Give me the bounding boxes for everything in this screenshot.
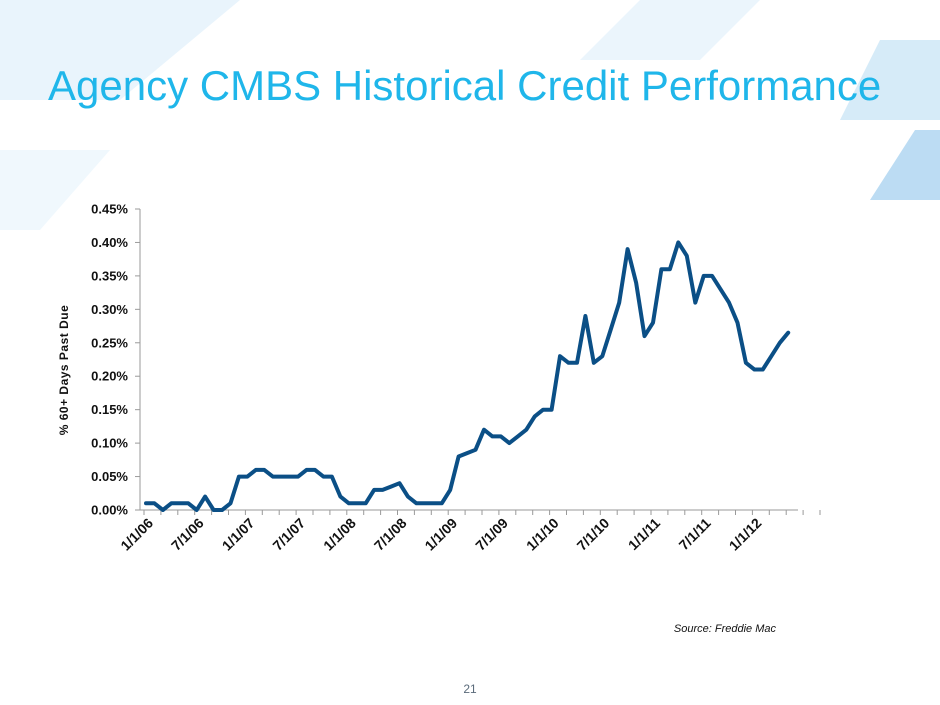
x-tick-label: 1/1/12 (726, 515, 765, 554)
x-tick-label: 7/1/11 (676, 515, 714, 553)
x-tick-label: 7/1/09 (472, 515, 511, 554)
x-tick-label: 1/1/09 (421, 515, 460, 554)
y-tick-label: 0.25% (91, 335, 128, 350)
y-tick-label: 0.05% (91, 469, 128, 484)
page-number: 21 (463, 682, 477, 696)
x-tick-label: 1/1/06 (117, 515, 156, 554)
y-tick-label: 0.00% (91, 503, 128, 518)
x-tick-label: 7/1/06 (168, 515, 207, 554)
series-group (144, 240, 791, 512)
y-tick-label: 0.10% (91, 436, 128, 451)
x-tick-label: 1/1/08 (320, 515, 359, 554)
right-stripe-light (840, 40, 940, 120)
slide-title: Agency CMBS Historical Credit Performanc… (48, 62, 882, 109)
x-tick-label: 7/1/07 (269, 515, 308, 554)
y-tick-label: 0.20% (91, 369, 128, 384)
series-line (144, 240, 791, 512)
x-tick-label: 1/1/10 (523, 515, 562, 554)
y-axis-label: % 60+ Days Past Due (57, 305, 71, 436)
y-tick-label: 0.45% (91, 202, 128, 217)
top-light-band (0, 0, 240, 100)
left-mid-band (0, 150, 110, 230)
y-axis: 0.00% 0.05% 0.10% 0.15% 0.20% 0.25% 0.30% 0.35%… (91, 202, 141, 518)
y-tick-label: 0.30% (91, 302, 128, 317)
top-right-band (580, 0, 760, 60)
y-tick-label: 0.15% (91, 402, 128, 417)
right-stripe-mid (870, 130, 940, 200)
source-note: Source: Freddie Mac (673, 623, 776, 635)
y-tick-label: 0.35% (91, 268, 128, 283)
x-axis: 1/1/06 7/1/06 1/1/07 7/1/07 1/1/08 7/1/08 1/1/… (117, 509, 821, 554)
x-tick-label: 1/1/11 (625, 515, 663, 553)
x-tick-label: 7/1/08 (371, 515, 410, 554)
x-tick-label: 7/1/10 (574, 515, 613, 554)
y-tick-label: 0.40% (91, 235, 128, 250)
x-tick-label: 1/1/07 (219, 515, 258, 554)
